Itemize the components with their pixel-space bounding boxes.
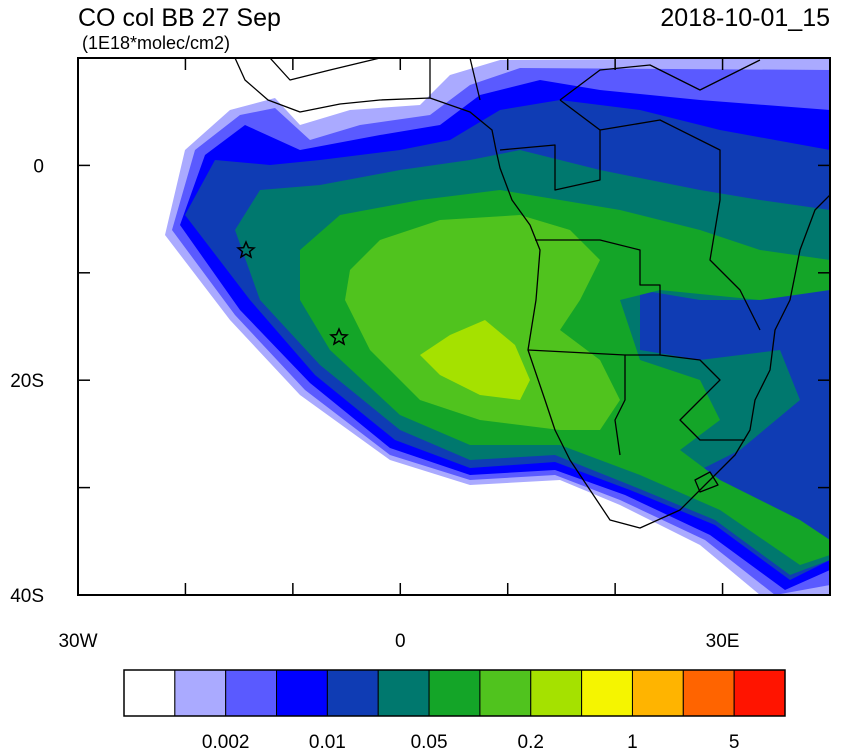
colorbar-label: 0.002 xyxy=(202,732,250,750)
units: (1E18*molec/cm2) xyxy=(82,33,230,53)
colorbar-box xyxy=(733,669,786,717)
x-tick-label: 30E xyxy=(706,631,740,652)
border xyxy=(269,58,481,101)
colorbar-label: 0.05 xyxy=(411,732,448,750)
colorbar-box xyxy=(326,669,379,717)
colorbar-box xyxy=(581,669,633,717)
star-marker xyxy=(329,327,349,346)
plume xyxy=(165,58,830,595)
colorbar-box xyxy=(682,669,735,717)
coastlines xyxy=(234,58,830,529)
colorbar-box xyxy=(123,669,176,717)
colorbar-box xyxy=(479,669,532,717)
plume-level xyxy=(420,320,530,400)
border xyxy=(559,59,761,101)
colorbar-box xyxy=(530,669,583,717)
border xyxy=(659,354,745,441)
map-frame xyxy=(77,57,831,596)
border xyxy=(694,471,719,493)
y-tick-label: 20S xyxy=(10,371,44,392)
y-tick-label: 40S xyxy=(10,586,44,607)
colorbar-box xyxy=(428,669,481,717)
border xyxy=(599,119,761,331)
colorbar-label: 0.01 xyxy=(309,732,346,750)
border xyxy=(527,349,626,456)
datetime: 2018-10-01_15 xyxy=(660,4,830,32)
y-tick-label: 0 xyxy=(33,156,44,177)
colorbar-label: 1 xyxy=(627,732,638,750)
markers xyxy=(236,240,349,346)
colorbar-frame xyxy=(123,669,786,717)
colorbar-label: 0.2 xyxy=(518,732,544,750)
colorbar-box xyxy=(225,669,278,717)
colorbar-box xyxy=(174,669,227,717)
colorbar-box xyxy=(631,669,684,717)
colorbar-box xyxy=(377,669,430,717)
x-tick-label: 30W xyxy=(58,631,97,652)
colorbar-box xyxy=(276,669,328,717)
star-marker xyxy=(236,240,256,259)
title: CO col BB 27 Sep xyxy=(78,4,281,32)
border xyxy=(499,99,601,191)
colorbar-label: 5 xyxy=(729,732,740,750)
x-tick-label: 0 xyxy=(395,631,406,652)
coastline xyxy=(234,58,830,529)
